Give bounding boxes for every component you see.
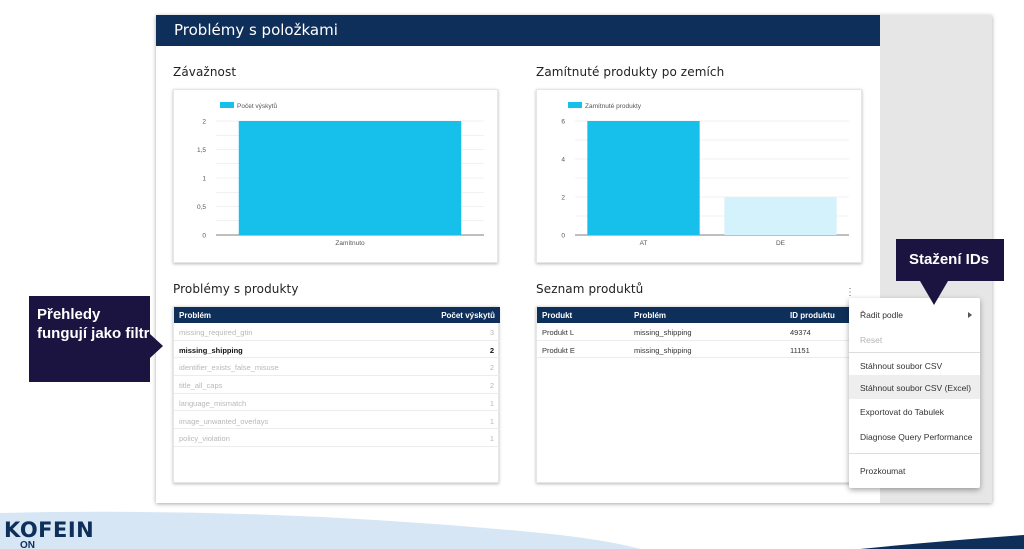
x-tick-label: AT — [640, 240, 648, 247]
product-problem: missing_shipping — [634, 328, 692, 337]
callout-download-ids: Stažení IDs — [896, 239, 1004, 281]
menu-item-label: Řadit podle — [860, 310, 904, 320]
table-row[interactable]: missing_shipping 2 — [174, 341, 500, 359]
products-table-header: Produkt Problém ID produktu — [537, 307, 863, 323]
problem-count: 3 — [489, 328, 494, 337]
x-tick-label: DE — [776, 240, 786, 247]
bar-at — [587, 121, 700, 235]
products-table: Produkt Problém ID produktu Produkt L mis… — [536, 306, 863, 483]
country-chart-card[interactable]: 6 4 2 0 Zamítnuté produkty AT DE — [536, 89, 862, 263]
report-title: Problémy s položkami — [174, 21, 338, 39]
severity-chart: 2 1,5 1 0,5 0 Počet výskytů Zamítnuto — [197, 102, 484, 247]
bar-de — [724, 197, 837, 235]
legend-swatch — [568, 102, 582, 108]
y-tick-label: 2 — [561, 195, 565, 202]
problem-count: 2 — [489, 363, 494, 373]
y-tick-label: 1 — [202, 176, 206, 183]
problem-name: missing_required_gtin — [179, 328, 253, 337]
legend-swatch — [220, 102, 234, 108]
y-tick-label: 0 — [561, 233, 565, 240]
context-menu: Řadit podle Reset Stáhnout soubor CSV St… — [849, 298, 980, 488]
problems-table: Problém Počet výskytů missing_required_g… — [173, 306, 500, 483]
menu-item-reset: Reset — [860, 335, 883, 345]
problem-name: image_unwanted_overlays — [179, 416, 269, 426]
severity-title: Závažnost — [173, 65, 237, 79]
table-row[interactable]: policy_violation 1 — [174, 429, 500, 447]
problems-table-header: Problém Počet výskytů — [174, 307, 500, 323]
menu-item-download-csv[interactable]: Stáhnout soubor CSV — [860, 361, 943, 371]
column-header-problem[interactable]: Problém — [179, 311, 212, 320]
callout-filters: Přehledy fungují jako filtr — [29, 296, 150, 382]
legend-label: Zamítnuté produkty — [585, 103, 642, 110]
y-tick-label: 4 — [561, 157, 565, 164]
kofein-logo: KOFEIN — [4, 518, 95, 542]
problems-title: Problémy s produkty — [173, 282, 299, 296]
callout-arrow — [150, 334, 163, 358]
products-title: Seznam produktů — [536, 282, 644, 296]
report-header: Problémy s položkami — [156, 15, 880, 46]
table-row[interactable]: title_all_caps 2 — [174, 376, 500, 394]
y-tick-label: 0 — [202, 233, 206, 240]
menu-item-export-sheets[interactable]: Exportovat do Tabulek — [860, 407, 944, 417]
column-header-product-id[interactable]: ID produktu — [790, 311, 835, 320]
menu-item-sort-by[interactable]: Řadit podle — [849, 302, 980, 326]
y-tick-label: 2 — [202, 119, 206, 126]
country-chart: 6 4 2 0 Zamítnuté produkty AT DE — [561, 102, 849, 247]
menu-divider — [849, 352, 980, 353]
table-row[interactable]: Produkt L missing_shipping 49374 — [537, 323, 863, 341]
table-row[interactable]: Produkt E missing_shipping 11151 — [537, 341, 863, 359]
table-row[interactable]: image_unwanted_overlays 1 — [174, 412, 500, 429]
product-id: 11151 — [790, 345, 810, 355]
column-header-product[interactable]: Produkt — [542, 311, 573, 320]
product-id: 49374 — [790, 328, 811, 337]
y-tick-label: 6 — [561, 119, 565, 126]
column-header-count[interactable]: Počet výskytů — [441, 311, 495, 320]
more-options-icon[interactable]: ⋮ — [845, 287, 855, 298]
problem-name: title_all_caps — [179, 381, 223, 391]
column-header-problem[interactable]: Problém — [634, 311, 667, 320]
bar-zamítnuto — [238, 121, 462, 235]
menu-item-download-csv-excel[interactable]: Stáhnout soubor CSV (Excel) — [849, 375, 980, 399]
problem-count: 2 — [489, 345, 494, 355]
menu-item-explore[interactable]: Prozkoumat — [860, 466, 906, 476]
problem-name: language_mismatch — [179, 398, 247, 408]
submenu-arrow-icon — [968, 312, 972, 318]
y-tick-label: 0,5 — [197, 204, 206, 211]
product-problem: missing_shipping — [634, 345, 692, 355]
table-row[interactable]: missing_required_gtin 3 — [174, 323, 500, 341]
problem-count: 1 — [489, 434, 494, 444]
product-product: Produkt L — [542, 328, 575, 337]
x-tick-label: Zamítnuto — [335, 240, 365, 247]
problem-count: 1 — [489, 416, 494, 426]
problem-name: missing_shipping — [179, 345, 243, 355]
kofein-logo-sub: ON — [20, 540, 35, 549]
severity-chart-card[interactable]: 2 1,5 1 0,5 0 Počet výskytů Zamítnuto — [173, 89, 498, 263]
problem-name: policy_violation — [179, 434, 230, 444]
problem-name: identifier_exists_false_misuse — [179, 363, 279, 373]
country-title: Zamítnuté produkty po zemích — [536, 65, 725, 79]
table-row[interactable]: language_mismatch 1 — [174, 394, 500, 412]
footer-wave — [0, 511, 1024, 549]
menu-divider — [849, 453, 980, 454]
legend-label: Počet výskytů — [237, 102, 277, 110]
callout-arrow — [920, 281, 948, 305]
problem-count: 2 — [489, 381, 494, 391]
product-product: Produkt E — [542, 345, 575, 355]
table-row[interactable]: identifier_exists_false_misuse 2 — [174, 358, 500, 376]
y-tick-label: 1,5 — [197, 147, 206, 154]
menu-item-diagnose-query[interactable]: Diagnose Query Performance — [860, 432, 973, 442]
problem-count: 1 — [489, 398, 494, 408]
